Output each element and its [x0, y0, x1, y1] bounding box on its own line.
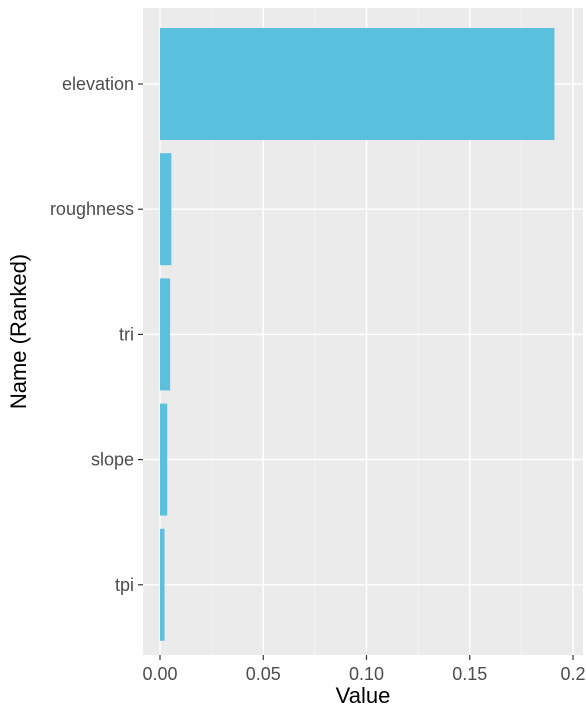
y-tick-label: elevation: [62, 74, 134, 94]
bars: [160, 28, 555, 641]
y-axis: elevation roughness tri slope tpi: [50, 74, 143, 595]
x-tick-label: 0.15: [452, 664, 487, 684]
x-tick-label: 0.00: [142, 664, 177, 684]
x-tick-label: 0.2: [560, 664, 585, 684]
bar-tri: [160, 278, 171, 391]
bar-tpi: [160, 528, 165, 641]
bar-slope: [160, 403, 168, 516]
y-axis-title: Name (Ranked): [6, 254, 31, 409]
x-tick-label: 0.05: [246, 664, 281, 684]
y-tick-label: slope: [91, 450, 134, 470]
x-axis-title: Value: [336, 683, 391, 708]
y-tick-label: roughness: [50, 199, 134, 219]
y-tick-label: tri: [119, 324, 134, 344]
x-tick-label: 0.10: [349, 664, 384, 684]
x-axis: 0.00 0.05 0.10 0.15 0.2: [142, 655, 586, 684]
bar-elevation: [160, 28, 555, 140]
y-tick-label: tpi: [115, 575, 134, 595]
bar-roughness: [160, 153, 172, 266]
